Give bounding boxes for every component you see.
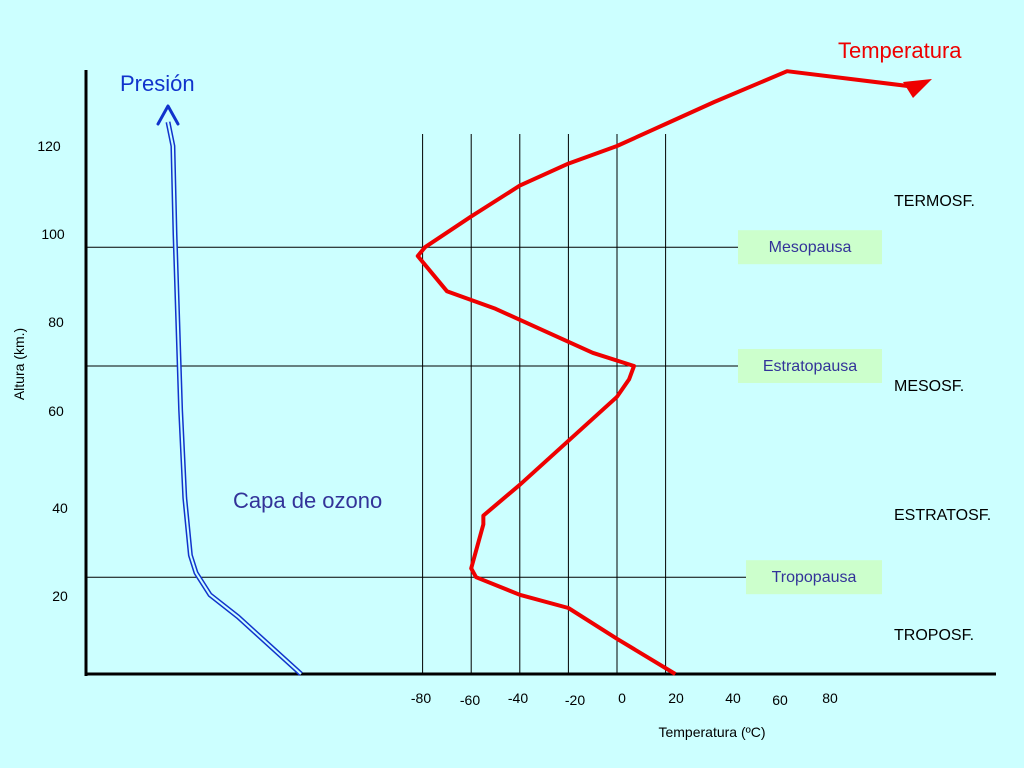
mesopausa-box <box>738 230 882 265</box>
x-tick-label: 60 <box>772 692 788 708</box>
pressure-line-inner <box>167 121 302 675</box>
x-tick-labels: -80 -60 -40 -20 0 20 40 60 80 <box>411 690 838 708</box>
x-axis-label: Temperatura (ºC) <box>658 724 765 740</box>
y-tick-label: 100 <box>41 226 65 242</box>
temperature-arrowhead <box>903 79 932 98</box>
boundary-lines <box>86 246 746 578</box>
ozone-layer-annotation: Capa de ozono <box>233 488 382 513</box>
boundary-labels: Tropopausa Estratopausa Mesopausa <box>738 230 882 595</box>
x-tick-label: 20 <box>668 690 684 706</box>
grid-lines <box>422 134 667 674</box>
pressure-line <box>165 121 303 676</box>
layer-labels: TROPOSF. ESTRATOSF. MESOSF. TERMOSF. <box>894 193 991 644</box>
x-tick-label: -40 <box>508 690 528 706</box>
y-tick-label: 60 <box>48 403 64 419</box>
x-tick-label: 0 <box>618 690 626 706</box>
x-tick-label: -60 <box>460 692 480 708</box>
x-tick-label: 40 <box>725 690 741 706</box>
estratopausa-box <box>738 349 882 383</box>
series <box>156 69 932 676</box>
y-tick-label: 40 <box>52 500 68 516</box>
tropopausa-box <box>746 560 882 595</box>
series-titles: Presión Temperatura <box>120 38 962 96</box>
zone-label-troposf: TROPOSF. <box>894 627 974 644</box>
zone-label-mesosf: MESOSF. <box>894 378 964 395</box>
tropopausa-label: Tropopausa <box>772 569 857 586</box>
y-tick-label: 20 <box>52 588 68 604</box>
x-tick-label: -80 <box>411 690 431 706</box>
zone-label-termosf: TERMOSF. <box>894 193 975 210</box>
temperature-title: Temperatura <box>838 38 962 63</box>
y-tick-labels: 120 100 80 60 40 20 <box>37 138 68 604</box>
zone-label-estratosf: ESTRATOSF. <box>894 507 991 524</box>
y-tick-label: 120 <box>37 138 61 154</box>
y-tick-label: 80 <box>48 314 64 330</box>
x-tick-label: 80 <box>822 690 838 706</box>
axes <box>84 70 996 676</box>
pressure-arrowhead <box>156 104 180 126</box>
estratopausa-label: Estratopausa <box>763 358 857 375</box>
temperature-line <box>415 69 917 676</box>
x-tick-label: -20 <box>565 692 585 708</box>
pressure-title: Presión <box>120 71 195 96</box>
mesopausa-label: Mesopausa <box>769 239 852 256</box>
y-axis-label: Altura (km.) <box>11 328 27 400</box>
